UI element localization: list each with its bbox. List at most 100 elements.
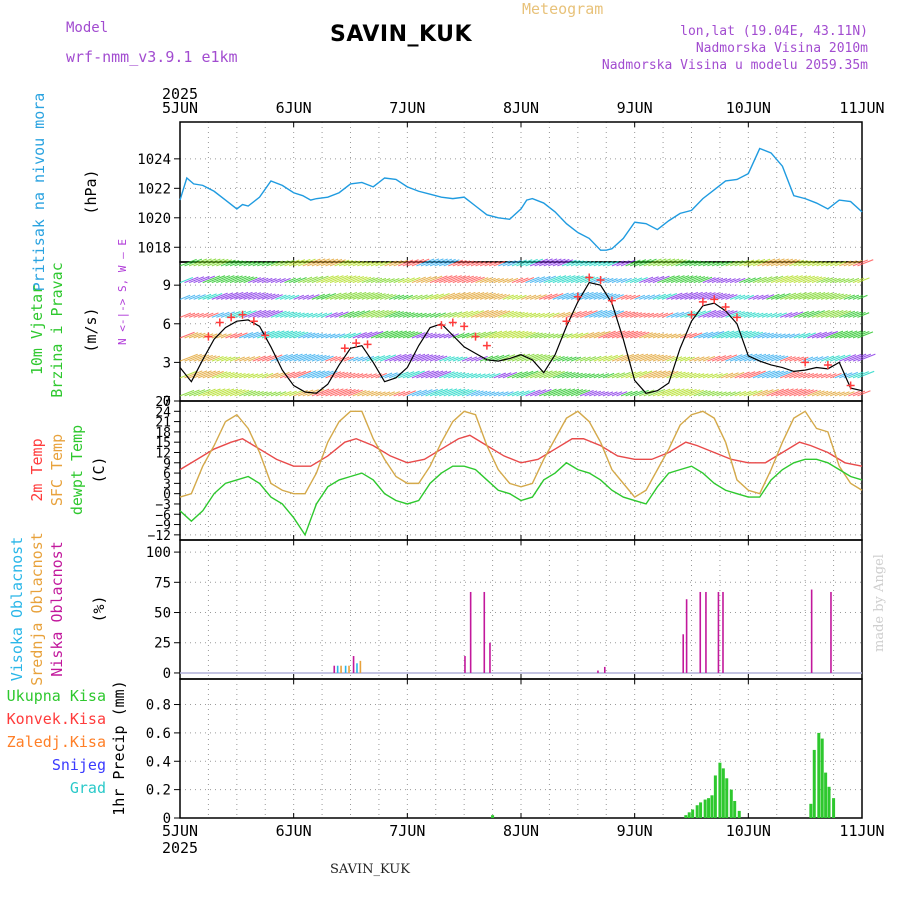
wind-arrow	[793, 310, 809, 318]
precip-bar	[809, 803, 813, 818]
wind-arrow	[789, 259, 805, 267]
wind-arrow	[857, 390, 871, 397]
gust-marker	[698, 297, 707, 306]
wind-arrow	[234, 260, 247, 267]
wind-arrow	[325, 388, 344, 397]
wind-arrow	[729, 391, 741, 397]
wind-arrow	[579, 310, 598, 318]
wind-arrow	[579, 331, 595, 339]
wind-arrow	[425, 354, 441, 362]
wind-arrow	[184, 332, 199, 339]
wind-arrow	[211, 275, 231, 284]
wind-arrow	[298, 276, 313, 284]
wind-arrow	[402, 277, 415, 284]
wind-arrow	[657, 258, 676, 267]
wind-arrow	[561, 372, 576, 379]
wind-arrow	[711, 277, 724, 284]
wind-arrow	[252, 292, 269, 300]
wind-arrow	[479, 373, 491, 379]
wind-arrow	[657, 275, 675, 284]
cloud-mid-bar	[359, 660, 362, 673]
wind-arrow	[247, 261, 259, 267]
wind-arrow	[225, 388, 243, 397]
wind-arrow	[802, 260, 815, 267]
gust-marker	[801, 358, 810, 367]
wind-arrow	[307, 354, 324, 362]
wind-arrow	[420, 294, 434, 300]
wind-arrow	[525, 258, 544, 267]
y-tick-label: 18	[155, 426, 171, 441]
wind-arrow	[852, 371, 870, 379]
wind-arrow	[366, 292, 383, 300]
wind-arrow	[570, 310, 588, 318]
wind-arrow	[407, 389, 422, 397]
wind-arrow	[243, 309, 262, 318]
gust-marker	[437, 321, 446, 330]
wind-arrow	[384, 310, 401, 318]
wind-arrow	[579, 356, 591, 362]
wind-arrow	[434, 292, 450, 300]
cloud-mid-bar	[340, 665, 342, 673]
wind-arrow	[839, 354, 857, 362]
y-tick-label: −12	[148, 529, 171, 544]
wind-arrow	[648, 388, 666, 397]
wind-arrow	[193, 312, 204, 318]
gust-marker	[596, 276, 605, 285]
wind-arrow	[784, 259, 801, 267]
wind-arrow	[807, 390, 822, 397]
wind-arrow	[816, 309, 835, 318]
wind-arrow	[257, 277, 269, 284]
wind-arrow	[770, 312, 782, 318]
wind-arrow	[257, 355, 272, 362]
wind-arrow	[461, 356, 473, 362]
wind-arrow	[352, 291, 371, 300]
wind-arrow	[725, 372, 739, 379]
wind-arrow	[361, 261, 373, 267]
wind-arrow	[679, 259, 694, 267]
wind-arrow	[602, 310, 621, 318]
wind-arrow	[238, 276, 254, 284]
wind-arrow	[197, 258, 217, 267]
wind-arrow	[307, 370, 326, 379]
wind-arrow	[243, 276, 258, 284]
wind-arrow	[193, 294, 206, 300]
wind-arrow	[775, 355, 789, 362]
wind-arrow	[625, 390, 638, 397]
cloud-low-bar	[717, 591, 720, 673]
wind-arrow	[811, 261, 823, 267]
precip-bar	[718, 762, 722, 818]
wind-arrow	[257, 391, 268, 397]
wind-arrow	[484, 391, 496, 397]
wind-arrow	[357, 276, 372, 284]
wind-arrow	[811, 276, 826, 284]
wind-arrow	[820, 373, 832, 379]
wind-arrow	[602, 261, 614, 267]
wind-arrow	[748, 312, 760, 318]
wind-arrow	[220, 259, 236, 267]
wind-arrow	[552, 355, 565, 362]
wind-arrow	[234, 332, 248, 339]
wind-arrow	[179, 389, 195, 397]
wind-arrow	[343, 275, 361, 284]
wind-arrow	[179, 331, 195, 339]
wind-arrow	[789, 275, 808, 284]
wind-arrow	[720, 372, 734, 379]
wind-arrow	[379, 310, 397, 318]
wind-arrow	[698, 390, 712, 397]
wind-arrow	[320, 292, 337, 300]
wind-arrow	[229, 275, 247, 284]
wind-arrow	[248, 292, 265, 300]
wind-arrow	[193, 275, 210, 284]
wind-arrow	[811, 309, 830, 318]
wind-arrow	[639, 370, 658, 379]
wind-arrow	[420, 312, 432, 318]
wind-arrow	[816, 390, 829, 397]
wind-arrow	[816, 373, 827, 379]
wind-arrow	[689, 332, 703, 339]
wind-arrow	[766, 258, 785, 267]
wind-arrow	[261, 372, 274, 379]
wind-arrow	[257, 309, 276, 318]
wind-arrow	[775, 312, 788, 318]
wind-arrow	[270, 310, 287, 318]
wind-arrow	[516, 370, 534, 379]
